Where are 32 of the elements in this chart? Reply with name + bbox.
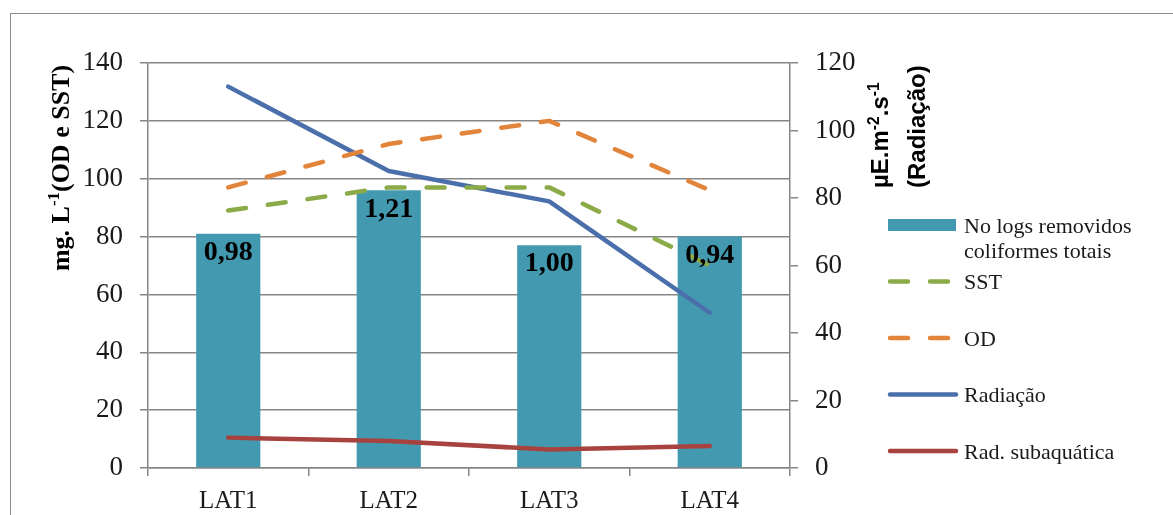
legend-label: No logs removidos coliformes totais bbox=[964, 212, 1132, 263]
y-tick-label: 40 bbox=[96, 335, 123, 366]
legend-label: Rad. subaquática bbox=[964, 438, 1115, 464]
y-tick-label: 120 bbox=[82, 103, 123, 134]
y-tick-label: 60 bbox=[96, 277, 123, 308]
bar bbox=[677, 236, 742, 468]
legend-label: Radiação bbox=[964, 382, 1046, 408]
x-tick-label: LAT4 bbox=[680, 485, 740, 513]
bar bbox=[517, 245, 582, 468]
y2-tick-label: 100 bbox=[815, 113, 856, 144]
y-tick-label: 140 bbox=[82, 46, 123, 77]
y2-tick-label: 120 bbox=[815, 46, 856, 77]
y-tick-label: 100 bbox=[82, 161, 123, 192]
annotation: 1,00 bbox=[524, 246, 574, 278]
bar bbox=[196, 233, 261, 468]
y2-tick-label: 20 bbox=[815, 383, 842, 414]
y2-tick-label: 80 bbox=[815, 181, 842, 212]
annotation: 0,98 bbox=[203, 234, 253, 266]
y2-tick-label: 40 bbox=[815, 316, 842, 347]
y2-tick-label: 60 bbox=[815, 248, 842, 279]
y-tick-label: 80 bbox=[96, 219, 123, 250]
legend-label: SST bbox=[964, 269, 1003, 295]
annotation: 1,21 bbox=[364, 191, 414, 223]
y2-tick-label: 0 bbox=[815, 451, 829, 482]
y-tick-label: 0 bbox=[109, 451, 123, 482]
annotation: 0,94 bbox=[685, 237, 735, 269]
x-tick-label: LAT3 bbox=[520, 485, 579, 513]
bar bbox=[356, 190, 421, 468]
legend-label: OD bbox=[964, 325, 996, 351]
x-tick-label: LAT1 bbox=[199, 485, 258, 513]
x-tick-label: LAT2 bbox=[359, 485, 418, 513]
y-tick-label: 20 bbox=[96, 393, 123, 424]
